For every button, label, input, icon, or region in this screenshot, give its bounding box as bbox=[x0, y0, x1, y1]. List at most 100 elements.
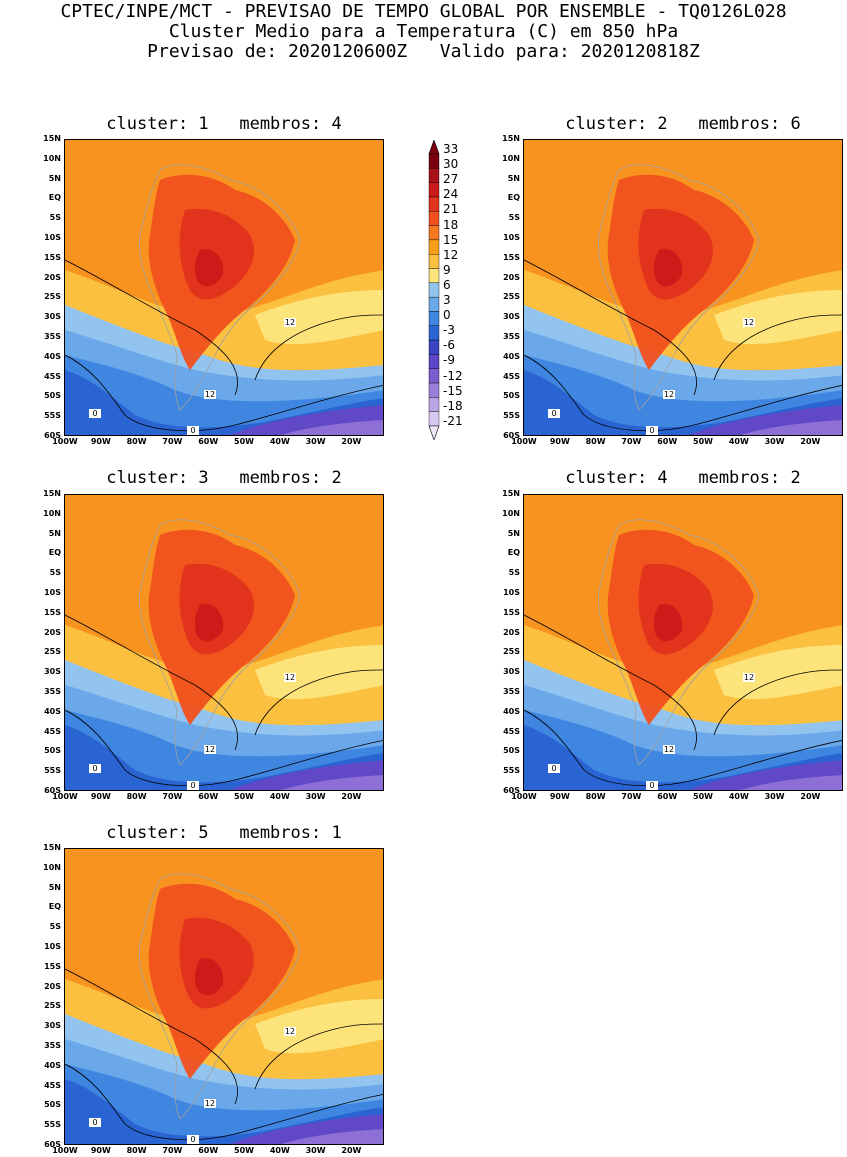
latitude-label: 5S bbox=[49, 568, 61, 578]
latitude-label: 10S bbox=[503, 588, 520, 597]
contour-label: 0 bbox=[548, 409, 560, 418]
colorbar-label: 6 bbox=[443, 277, 451, 292]
longitude-label: 70W bbox=[621, 792, 642, 801]
contour-label: 12 bbox=[284, 318, 296, 327]
panel-2-title: cluster: 2 membros: 6 bbox=[565, 114, 801, 134]
warm-core-region bbox=[653, 249, 683, 287]
warm-core-region bbox=[194, 604, 224, 642]
longitude-label: 50W bbox=[693, 792, 713, 801]
contour-label: 0 bbox=[89, 1118, 101, 1127]
contour-label: 12 bbox=[284, 1027, 296, 1036]
contour-label: 12 bbox=[743, 673, 755, 682]
map-canvas: 12 12 0 0 bbox=[524, 495, 842, 790]
latitude-label: 30S bbox=[503, 667, 520, 677]
svg-text:12: 12 bbox=[285, 1027, 295, 1036]
header-line-1: CPTEC/INPE/MCT - PREVISAO DE TEMPO GLOBA… bbox=[60, 1, 787, 22]
latitude-label: 25S bbox=[44, 292, 61, 302]
latitude-label: 15S bbox=[44, 607, 61, 617]
longitude-label: 60W bbox=[198, 1146, 219, 1155]
map-panel-2: 12 12 0 0 bbox=[523, 139, 843, 436]
latitude-label: 50S bbox=[44, 746, 61, 756]
longitude-label: 50W bbox=[234, 792, 254, 801]
latitude-label: 10S bbox=[44, 233, 61, 242]
colorbar-swatch bbox=[428, 397, 440, 412]
longitude-label: 90W bbox=[90, 792, 111, 801]
latitude-label: 50S bbox=[503, 746, 520, 756]
contour-label: 0 bbox=[187, 1135, 199, 1144]
svg-text:12: 12 bbox=[285, 673, 295, 682]
svg-text:12: 12 bbox=[285, 318, 295, 327]
latitude-label: 15N bbox=[502, 489, 520, 498]
longitude-label: 50W bbox=[234, 1146, 254, 1155]
svg-text:0: 0 bbox=[92, 764, 97, 773]
latitude-label: 15S bbox=[503, 607, 520, 617]
latitude-label: 55S bbox=[503, 411, 520, 421]
latitude-label: 30S bbox=[503, 312, 520, 322]
longitude-label: 40W bbox=[728, 792, 749, 801]
latitude-label: 40S bbox=[44, 706, 61, 716]
longitude-label: 20W bbox=[341, 792, 362, 801]
svg-text:0: 0 bbox=[92, 1118, 97, 1127]
colorbar-swatch bbox=[428, 225, 440, 241]
colorbar-label: -12 bbox=[443, 368, 463, 383]
latitude-label: 5N bbox=[507, 173, 520, 183]
latitude-label: 45S bbox=[503, 371, 520, 381]
svg-text:12: 12 bbox=[205, 745, 215, 754]
latitude-label: 30S bbox=[44, 667, 61, 677]
svg-text:0: 0 bbox=[190, 781, 195, 790]
longitude-label: 20W bbox=[341, 437, 362, 446]
latitude-label: 15S bbox=[44, 961, 61, 971]
header-line-3: Previsao de: 2020120600Z Valido para: 20… bbox=[147, 41, 700, 62]
latitude-label: 60S bbox=[503, 431, 520, 440]
temperature-band bbox=[281, 1129, 383, 1144]
latitude-label: 60S bbox=[44, 786, 61, 795]
longitude-label: 30W bbox=[764, 437, 785, 446]
colorbar-label: 3 bbox=[443, 293, 451, 307]
latitude-label: 5S bbox=[508, 568, 520, 578]
colorbar-label: 30 bbox=[443, 157, 459, 172]
colorbar-label: 15 bbox=[443, 232, 459, 247]
temperature-band bbox=[714, 645, 842, 700]
longitude-label: 90W bbox=[549, 437, 570, 446]
latitude-label: 40S bbox=[44, 1060, 61, 1070]
latitude-label: 55S bbox=[44, 411, 61, 421]
latitude-label: 15N bbox=[43, 489, 61, 498]
temperature-band bbox=[255, 290, 383, 345]
latitude-label: 35S bbox=[503, 687, 520, 696]
colorbar-label: 18 bbox=[443, 217, 459, 232]
contour-label: 0 bbox=[89, 764, 101, 773]
latitude-label: 15N bbox=[502, 134, 520, 143]
panel-5-title: cluster: 5 membros: 1 bbox=[106, 823, 342, 843]
contour-label: 0 bbox=[187, 781, 199, 790]
latitude-label: 10N bbox=[43, 153, 61, 163]
contour-label: 12 bbox=[204, 390, 216, 399]
longitude-label: 80W bbox=[126, 437, 147, 446]
longitude-label: 40W bbox=[269, 437, 290, 446]
contour-label: 12 bbox=[663, 745, 675, 754]
latitude-label: 35S bbox=[44, 1041, 61, 1050]
latitude-label: 15N bbox=[43, 843, 61, 852]
latitude-label: EQ bbox=[48, 902, 61, 912]
warm-core-region bbox=[194, 958, 224, 996]
longitude-label: 60W bbox=[198, 792, 219, 801]
colorbar-swatch bbox=[428, 268, 440, 284]
colorbar-label: -18 bbox=[443, 398, 463, 413]
map-panel-5: 12 12 0 0 bbox=[64, 848, 384, 1145]
svg-text:0: 0 bbox=[649, 781, 654, 790]
colorbar-swatch bbox=[428, 311, 440, 326]
latitude-label: 20S bbox=[44, 272, 61, 282]
longitude-label: 90W bbox=[549, 792, 570, 801]
svg-text:0: 0 bbox=[649, 426, 654, 435]
longitude-label: 80W bbox=[585, 437, 606, 446]
latitude-label: 10S bbox=[44, 588, 61, 597]
latitude-label: 5N bbox=[48, 173, 61, 183]
panel-4-title: cluster: 4 membros: 2 bbox=[565, 468, 801, 488]
longitude-label: 100W bbox=[52, 1146, 78, 1155]
coastline bbox=[597, 164, 760, 411]
colorbar-label: 21 bbox=[443, 202, 459, 217]
svg-text:0: 0 bbox=[551, 409, 556, 418]
map-panel-3: 12 12 0 0 bbox=[64, 494, 384, 791]
longitude-label: 100W bbox=[511, 792, 537, 801]
longitude-label: 20W bbox=[341, 1146, 362, 1155]
colorbar-label: 0 bbox=[443, 308, 451, 323]
